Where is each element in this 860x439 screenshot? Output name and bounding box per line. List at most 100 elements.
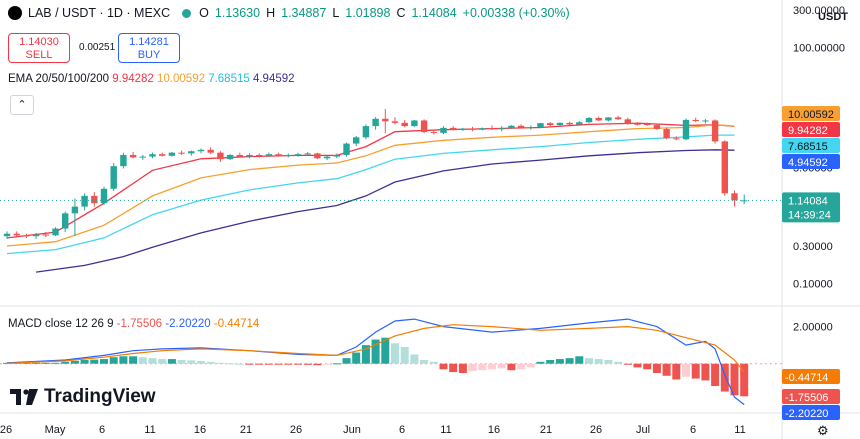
candle-body xyxy=(275,154,282,156)
macd-histogram-bar xyxy=(235,363,244,365)
macd-histogram-bar xyxy=(197,360,205,364)
candle-body xyxy=(159,154,166,156)
candle-body xyxy=(217,152,224,160)
macd-histogram-bar xyxy=(284,363,293,365)
macd-histogram-bar xyxy=(264,363,273,365)
macd-legend-name: MACD close 12 26 9 xyxy=(8,318,114,330)
macd-histogram-bar xyxy=(41,362,50,364)
macd-histogram-bar xyxy=(614,361,623,364)
candle-body xyxy=(168,152,176,156)
macd-tick-label: 2.00000 xyxy=(793,322,833,334)
candle-body xyxy=(178,152,185,154)
candle-body xyxy=(614,117,622,120)
open-label: O xyxy=(199,6,209,20)
candle-body xyxy=(246,154,253,157)
time-tick-label: 21 xyxy=(240,424,252,436)
currency-label[interactable]: USDT xyxy=(818,11,848,23)
candle-body xyxy=(644,124,651,126)
macd-histogram-bar xyxy=(51,362,60,364)
candle-body xyxy=(537,123,544,128)
close-value: 1.14084 xyxy=(411,6,457,20)
ema200-value: 4.94592 xyxy=(252,73,295,85)
macd-histogram-bar xyxy=(381,337,390,364)
time-tick-label: 11 xyxy=(734,424,745,436)
macd-histogram-bar xyxy=(119,356,128,364)
candle-body xyxy=(139,156,146,158)
ema-legend[interactable]: EMA 20/50/100/200 9.94282 10.00592 7.685… xyxy=(8,73,295,85)
macd-value-tag xyxy=(782,389,840,404)
symbol-logo-icon xyxy=(8,6,22,20)
candle-body xyxy=(207,149,214,153)
candle-body xyxy=(498,128,505,130)
macd-histogram-bar xyxy=(691,363,700,379)
candle-body xyxy=(120,154,127,167)
time-tick-label: 6 xyxy=(399,424,405,436)
time-tick-label: 11 xyxy=(440,424,451,436)
macd-legend[interactable]: MACD close 12 26 9 -1.75506 -2.20220 -0.… xyxy=(8,318,259,330)
candle-body xyxy=(71,206,79,214)
macd-histogram-bar xyxy=(361,345,370,364)
macd-line-value: -2.20220 xyxy=(165,318,211,330)
macd-histogram-bar xyxy=(32,362,41,364)
candle-body xyxy=(401,122,408,127)
low-value: 1.01898 xyxy=(345,6,391,20)
macd-histogram-bar xyxy=(342,358,351,364)
candle-body xyxy=(149,154,156,157)
macd-histogram-bar xyxy=(206,361,215,364)
macd-histogram-bar xyxy=(730,363,739,396)
candle-body xyxy=(469,128,476,130)
macd-histogram-bar xyxy=(303,363,312,365)
close-label: C xyxy=(396,6,406,20)
candle-body xyxy=(566,122,573,125)
candle-body xyxy=(265,154,273,156)
candle-body xyxy=(595,117,602,121)
candle-body xyxy=(721,141,728,194)
ema-value-tag xyxy=(782,154,840,169)
ema-value-tag-text: 10.00592 xyxy=(788,109,834,121)
candle-body xyxy=(711,120,719,142)
sell-button[interactable]: 1.14030 SELL xyxy=(8,33,70,63)
macd-value-tag-text: -1.75506 xyxy=(785,392,828,404)
gear-icon[interactable]: ⚙ xyxy=(817,423,829,438)
candle-body xyxy=(547,123,554,126)
macd-histogram-bar xyxy=(555,359,564,364)
ema100-value: 7.68515 xyxy=(208,73,250,85)
macd-signal-value: -0.44714 xyxy=(213,318,260,330)
time-tick-label: 16 xyxy=(488,424,500,436)
macd-histogram-bar xyxy=(468,363,477,372)
chevron-up-icon: ⌃ xyxy=(17,99,27,111)
candle-body xyxy=(188,151,195,154)
macd-histogram-bar xyxy=(672,363,681,380)
candle-body xyxy=(256,154,263,156)
buy-button[interactable]: 1.14281 BUY xyxy=(118,33,180,63)
macd-histogram-bar xyxy=(332,363,341,365)
symbol-title[interactable]: LAB / USDT · 1D · MEXC xyxy=(28,6,171,20)
macd-histogram-bar xyxy=(458,363,467,373)
spread-value: 0.00251 xyxy=(79,42,116,53)
candle-body xyxy=(304,153,311,155)
candle-body xyxy=(236,154,243,157)
macd-histogram-bar xyxy=(720,363,729,392)
macd-histogram-bar xyxy=(652,363,661,373)
collapse-legend-button[interactable]: ⌃ xyxy=(10,95,34,115)
macd-histogram-bar xyxy=(517,363,526,370)
candle-body xyxy=(576,122,583,125)
last-price-tag-text: 1.14084 xyxy=(788,195,828,207)
macd-histogram-bar xyxy=(439,363,448,370)
change-value: +0.00338 (+0.30%) xyxy=(462,6,570,20)
macd-histogram-bar xyxy=(488,363,496,370)
macd-value-tag-text: -2.20220 xyxy=(785,408,828,420)
macd-histogram-bar xyxy=(100,359,108,364)
macd-histogram-bar xyxy=(604,360,613,364)
price-tick-label: 100.00000 xyxy=(793,42,845,54)
brand-name: TradingView xyxy=(44,386,156,407)
macd-histogram-bar xyxy=(410,354,419,364)
candle-body xyxy=(682,119,690,140)
macd-value-tag-text: -0.44714 xyxy=(785,372,828,384)
candle-body xyxy=(382,118,389,122)
macd-histogram-bar xyxy=(575,356,584,364)
macd-histogram-bar xyxy=(526,363,535,368)
candle-body xyxy=(197,149,205,152)
macd-histogram-bar xyxy=(138,357,147,364)
